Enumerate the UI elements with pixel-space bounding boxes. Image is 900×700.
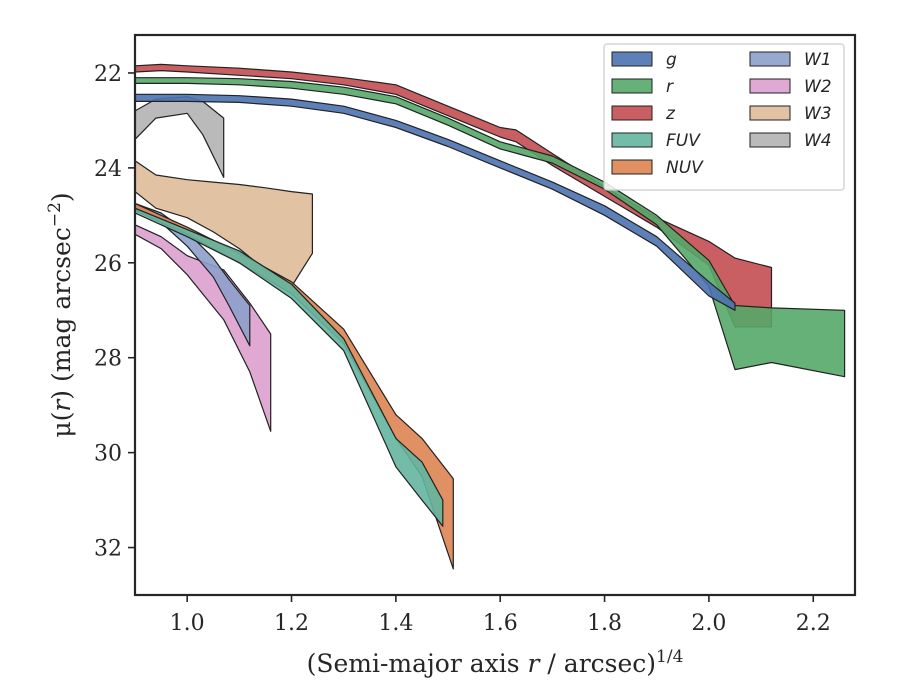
series-bands [135,63,846,570]
y-tick-label: 22 [94,62,122,87]
x-tick-label: 1.0 [170,611,205,636]
x-tick-label: 1.4 [378,611,413,636]
legend-swatch-w4 [749,132,791,148]
y-axis: 22 24 26 28 30 32 [94,62,135,562]
legend-label-w4: W4 [804,131,832,151]
band-w4 [135,96,225,178]
band-w3 [135,160,313,288]
legend-label-fuv: FUV [666,131,701,151]
legend-label-w1: W1 [804,50,832,70]
legend-label-nuv: NUV [666,158,704,178]
x-tick-label: 2.2 [796,611,831,636]
legend-label-w2: W2 [804,77,832,97]
legend-swatch-w3 [749,105,791,121]
legend-swatch-fuv [611,132,653,148]
y-tick-label: 28 [94,347,122,372]
x-tick-label: 2.0 [691,611,726,636]
y-tick-label: 24 [94,157,122,182]
y-tick-label: 32 [94,537,122,562]
legend-swatch-nuv [611,159,653,175]
x-tick-label: 1.8 [587,611,622,636]
legend: grz FUV NUV W1 W2 W3 W4 [603,43,845,191]
legend-swatch-r [611,78,653,94]
legend-label-g: g [666,50,677,70]
x-tick-label: 1.6 [483,611,518,636]
y-tick-label: 30 [94,442,122,467]
band-fuv [135,207,444,527]
plot-frame [133,33,857,597]
legend-swatch-w1 [749,51,791,67]
band-g [135,93,736,311]
x-tick-label: 1.2 [274,611,309,636]
legend-label-w3: W3 [804,104,832,124]
legend-swatch-z [611,105,653,121]
y-axis-label: μ(r) (mag arcsec−2) [45,192,76,437]
y-tick-label: 26 [94,252,122,277]
legend-swatch-w2 [749,78,791,94]
legend-swatch-g [611,51,653,67]
legend-label-z: z [665,104,676,124]
legend-label-r: r [666,77,674,97]
x-axis: 1.0 1.2 1.4 1.6 1.8 2.0 2.2 [170,595,831,636]
x-axis-label: (Semi-major axis r / arcsec)1/4 [307,647,684,678]
band-r [135,77,846,378]
